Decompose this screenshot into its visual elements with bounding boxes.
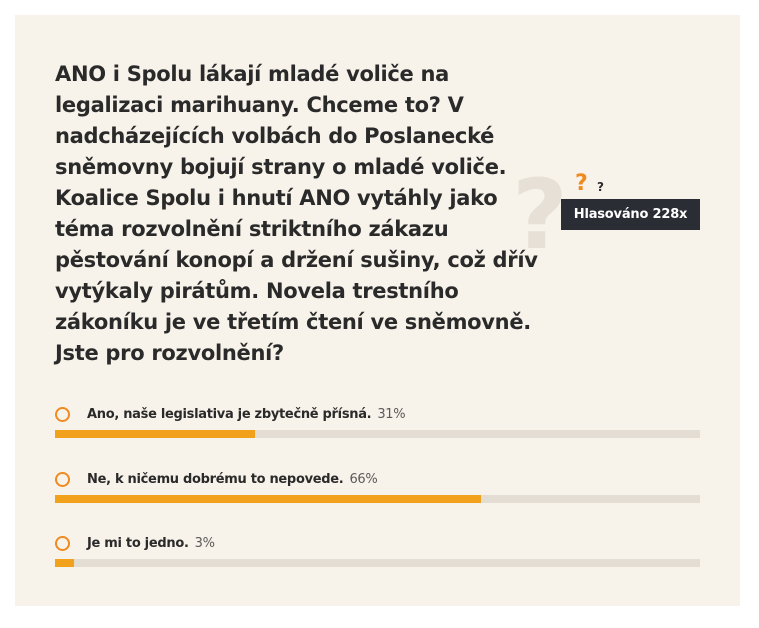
radio-button[interactable] xyxy=(55,472,70,487)
option-text: Ano, naše legislativa je zbytečně přísná… xyxy=(87,407,372,422)
result-bar-fill xyxy=(55,430,255,438)
vote-count-badge: Hlasováno 228x xyxy=(561,199,700,230)
poll-option-1[interactable]: Ano, naše legislativa je zbytečně přísná… xyxy=(55,407,700,447)
result-bar-track xyxy=(55,495,700,503)
poll-option-2[interactable]: Ne, k ničemu dobrému to nepovede. 66% xyxy=(55,472,700,512)
poll-option-3[interactable]: Je mi to jedno. 3% xyxy=(55,536,700,576)
poll-option-label: Je mi to jedno. 3% xyxy=(87,535,215,552)
poll-card: ANO i Spolu lákají mladé voliče na legal… xyxy=(15,15,740,606)
option-text: Je mi to jedno. xyxy=(87,536,189,551)
result-bar-track xyxy=(55,430,700,438)
option-percent: 3% xyxy=(194,536,215,551)
radio-button[interactable] xyxy=(55,536,70,551)
result-bar-fill xyxy=(55,495,481,503)
small-question-mark-icon: ? xyxy=(597,180,604,194)
question-mark-icon: ? xyxy=(575,171,588,196)
option-percent: 66% xyxy=(349,472,378,487)
poll-option-label: Ne, k ničemu dobrému to nepovede. 66% xyxy=(87,471,378,488)
radio-button[interactable] xyxy=(55,407,70,422)
result-bar-fill xyxy=(55,559,75,567)
result-bar-track xyxy=(55,559,700,567)
option-percent: 31% xyxy=(377,407,406,422)
poll-question: ANO i Spolu lákají mladé voliče na legal… xyxy=(55,62,538,365)
poll-option-label: Ano, naše legislativa je zbytečně přísná… xyxy=(87,406,406,423)
large-question-mark-icon: ? xyxy=(512,159,568,271)
option-text: Ne, k ničemu dobrému to nepovede. xyxy=(87,472,344,487)
